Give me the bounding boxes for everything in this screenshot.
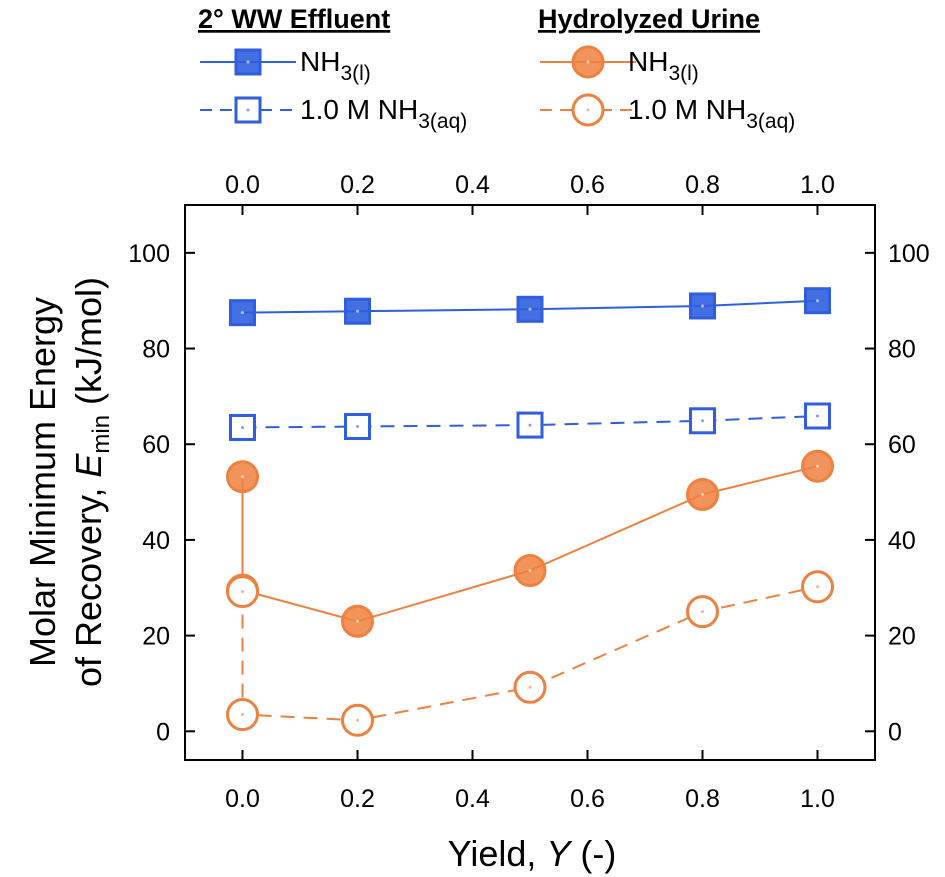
y-tick-label-right: 100 — [888, 240, 930, 268]
x-tick-label-bottom: 0.2 — [340, 785, 375, 813]
legend-label-sub: 3(aq) — [746, 110, 795, 133]
legend-label: 1.0 M NH3(aq) — [628, 94, 795, 133]
x-tick-label-top: 0.8 — [685, 171, 720, 199]
data-point-center — [356, 619, 359, 623]
axis-ticks: 0.0 0.0 0.2 0.2 0.4 0.4 0.6 0.6 0.8 0.8 1.0 1.0 0 0 20… — [128, 171, 929, 813]
y-tick-label-right: 60 — [888, 431, 916, 459]
legend-label: NH3(l) — [300, 46, 371, 85]
plot-frame — [184, 204, 876, 761]
data-point-center — [528, 307, 532, 311]
data-point-center — [356, 309, 359, 313]
legend-label-main: NH — [628, 46, 668, 77]
y-axis-title-line1: Molar Minimum Energy — [22, 297, 63, 667]
data-point-center — [241, 590, 244, 594]
data-point-center — [241, 475, 244, 479]
x-tick-label-top: 0.2 — [340, 171, 375, 199]
x-tick-label-bottom: 0.4 — [455, 785, 490, 813]
data-point-center — [241, 713, 244, 717]
legend-marker-center — [246, 60, 250, 64]
data-point-center — [816, 464, 819, 468]
x-tick-label-bottom: 0.6 — [570, 785, 605, 813]
data-point-center — [816, 299, 819, 303]
legend-group-title: Hydrolyzed Urine — [538, 4, 760, 34]
x-axis-title: Yield, Y (-) — [448, 833, 617, 874]
legend-group-title: 2° WW Effluent — [198, 4, 390, 34]
y-tick-label-right: 40 — [888, 527, 916, 555]
data-point-center — [528, 569, 532, 573]
y-tick-label-left: 0 — [156, 718, 170, 746]
data-point — [804, 402, 831, 430]
series-layer — [226, 287, 834, 737]
y-tick-label-right: 80 — [888, 336, 916, 364]
x-tick-label-top: 0.4 — [455, 171, 490, 199]
x-tick-label-bottom: 0.8 — [685, 785, 720, 813]
data-point-center — [701, 492, 704, 496]
y-tick-label-left: 80 — [142, 336, 170, 364]
legend-label-main: 1.0 M NH — [628, 94, 746, 125]
y-tick-label-right: 20 — [888, 623, 916, 651]
series-1 — [229, 402, 831, 441]
legend-marker-center — [246, 108, 250, 112]
series-2 — [226, 449, 834, 638]
y-tick-label-left: 60 — [142, 431, 170, 459]
legend-label: 1.0 M NH3(aq) — [300, 94, 467, 133]
x-tick-label-bottom: 0.0 — [225, 785, 260, 813]
legend-marker-center — [586, 108, 590, 112]
legend-label-main: NH — [300, 46, 340, 77]
legend-label-main: 1.0 M NH — [300, 94, 418, 125]
y-tick-label-left: 40 — [142, 527, 170, 555]
data-point-center — [528, 423, 532, 427]
series-line — [241, 585, 818, 722]
y-axis-title: Molar Minimum Energy of Recovery, Emin (… — [22, 277, 115, 687]
data-point-center — [356, 425, 359, 429]
series-line — [241, 465, 818, 623]
legend-label-sub: 3(l) — [668, 62, 698, 85]
y-axis-title-line2: of Recovery, Emin (kJ/mol) — [68, 277, 115, 687]
x-tick-label-top: 0.0 — [225, 171, 260, 199]
data-point-center — [241, 311, 244, 315]
y-tick-label-left: 20 — [142, 623, 170, 651]
data-point-center — [816, 414, 819, 418]
series-3 — [226, 570, 834, 737]
data-point-center — [241, 425, 244, 429]
data-point-center — [701, 304, 704, 308]
data-point-center — [528, 685, 532, 689]
legend-label-sub: 3(l) — [340, 62, 370, 85]
legend-label: NH3(l) — [628, 46, 699, 85]
data-point-center — [816, 585, 819, 589]
legend-label-sub: 3(aq) — [418, 110, 467, 133]
series-0 — [229, 287, 831, 327]
legend-marker — [234, 96, 262, 124]
y-tick-label-right: 0 — [888, 718, 902, 746]
data-point-center — [701, 419, 704, 423]
x-tick-label-top: 0.6 — [570, 171, 605, 199]
y-tick-label-left: 100 — [128, 240, 170, 268]
data-point-center — [356, 718, 359, 722]
x-tick-label-bottom: 1.0 — [800, 785, 835, 813]
data-point-center — [701, 610, 704, 614]
x-tick-label-top: 1.0 — [800, 171, 835, 199]
legend-marker-center — [586, 60, 590, 64]
